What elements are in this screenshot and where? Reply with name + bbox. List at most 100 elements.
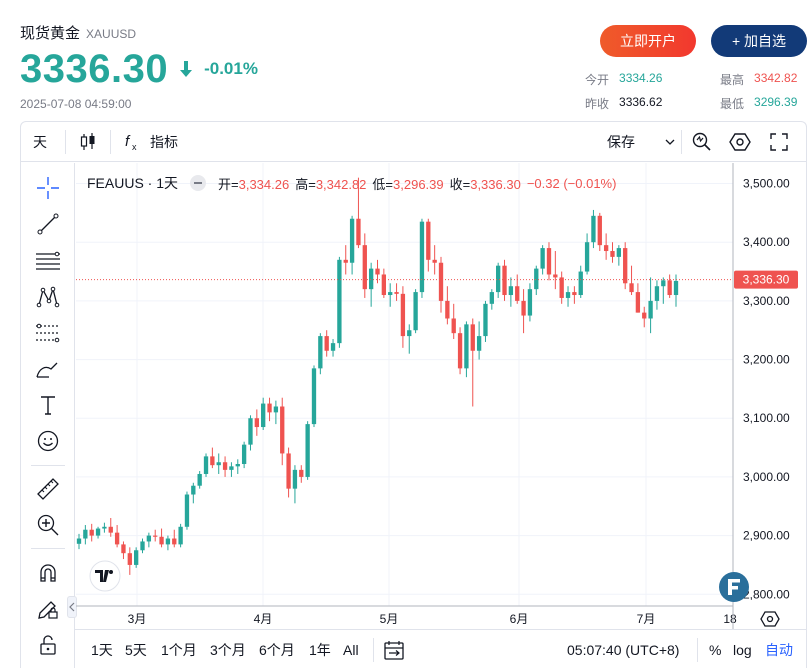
range-1d[interactable]: 1天	[91, 642, 113, 658]
stat-open-label: 今开	[585, 73, 610, 87]
candlestick-chart[interactable]: 3,500.00 3,400.00 3,300.00 3,200.00 3,100.00…	[76, 163, 807, 629]
range-5d[interactable]: 5天	[125, 642, 147, 658]
candle-body	[610, 251, 615, 257]
tools-divider	[31, 465, 65, 466]
range-3m[interactable]: 3个月	[210, 642, 246, 658]
chart-widget: 天 f x 指标 保存	[20, 121, 807, 668]
candle-body	[102, 526, 107, 529]
brush-icon[interactable]	[35, 356, 61, 382]
candle-body	[451, 318, 456, 334]
trend-line-icon[interactable]	[35, 211, 61, 237]
date-range-icon[interactable]	[383, 630, 405, 668]
instrument-name: 现货黄金	[20, 25, 81, 42]
fibonacci-icon[interactable]	[35, 320, 61, 346]
tradingview-logo-dot	[109, 570, 113, 574]
magnet-icon[interactable]	[35, 560, 61, 586]
legend-collapse-icon[interactable]	[190, 175, 207, 191]
candle-body	[184, 494, 190, 527]
percent-scale-toggle[interactable]: %	[709, 642, 722, 658]
candle-body	[261, 403, 266, 428]
lock-drawing-pencil-icon[interactable]	[35, 596, 61, 622]
indicators-button[interactable]: f x 指标	[124, 122, 178, 162]
candle-body	[121, 544, 126, 554]
save-label: 保存	[607, 134, 635, 150]
candle-body	[159, 536, 164, 545]
interval-selector[interactable]: 天	[33, 134, 47, 150]
candle-body	[248, 418, 253, 445]
y-tick-label: 3,300.00	[743, 294, 790, 308]
pattern-icon[interactable]	[35, 284, 61, 310]
candle-body	[540, 248, 545, 269]
crosshair-icon[interactable]	[35, 175, 61, 201]
range-all[interactable]: All	[343, 642, 359, 658]
chevron-left-icon	[69, 602, 75, 612]
candle-body	[553, 274, 558, 278]
log-scale-toggle[interactable]: log	[733, 642, 752, 658]
stat-high: 最高 3342.82	[720, 71, 797, 88]
candle-body	[76, 538, 82, 544]
settings-hexagon-icon[interactable]	[729, 122, 751, 162]
range-1m[interactable]: 1个月	[161, 642, 197, 658]
candle-body	[673, 280, 679, 296]
candle-body	[515, 286, 520, 301]
range-1y[interactable]: 1年	[309, 642, 331, 658]
legend-high: 高=3,342.82	[295, 176, 367, 192]
range-6m[interactable]: 6个月	[259, 642, 295, 658]
x-tick-label: 7月	[637, 612, 656, 626]
candle-body	[527, 289, 533, 316]
candle-body	[591, 215, 596, 243]
candle-body	[572, 292, 577, 296]
add-watchlist-button[interactable]: + 加自选	[711, 25, 807, 57]
y-tick-label: 2,900.00	[743, 529, 790, 543]
horizontal-lines-icon[interactable]	[35, 248, 61, 274]
toolbar-collapse-handle[interactable]	[67, 596, 77, 618]
candle-body	[368, 268, 374, 290]
stat-open: 今开 3334.26	[585, 71, 662, 88]
axis-settings-icon-center	[766, 615, 774, 623]
x-tick-label: 3月	[128, 612, 147, 626]
candles-style-icon[interactable]	[79, 122, 97, 162]
auto-scale-toggle[interactable]: 自动	[765, 642, 793, 658]
candle-body	[635, 292, 641, 313]
stat-low-value: 3296.39	[754, 95, 798, 109]
legend-change: −0.32 (−0.01%)	[526, 175, 617, 191]
fullscreen-icon[interactable]	[769, 122, 789, 162]
quick-search-icon[interactable]	[691, 122, 713, 162]
legend-low: 低=3,296.39	[372, 176, 444, 192]
candle-body	[127, 553, 132, 565]
candle-body	[559, 277, 564, 298]
save-button[interactable]: 保存	[607, 122, 675, 162]
emoji-icon[interactable]	[35, 428, 61, 454]
x-tick-label: 6月	[510, 612, 529, 626]
toolbar-divider	[681, 130, 682, 154]
candle-body	[241, 444, 247, 465]
stat-high-label: 最高	[720, 73, 745, 87]
clock-timezone[interactable]: 05:07:40 (UTC+8)	[567, 642, 680, 658]
candle-body	[496, 265, 501, 293]
candle-body	[400, 293, 406, 337]
candle-body	[140, 541, 145, 551]
lock-icon[interactable]	[35, 632, 61, 658]
y-tick-label: 3,500.00	[743, 177, 790, 191]
candle-body	[616, 248, 621, 257]
candle-body	[629, 283, 634, 293]
tradingview-logo-mark	[95, 570, 109, 582]
ruler-icon[interactable]	[35, 476, 61, 502]
instrument-title-row: 现货黄金 XAUUSD	[20, 22, 136, 43]
candle-body	[311, 368, 317, 425]
candle-body	[667, 280, 672, 296]
open-account-button[interactable]: 立即开户	[600, 25, 696, 57]
candle-body	[172, 538, 177, 545]
text-tool-icon[interactable]	[35, 392, 61, 418]
candle-body	[388, 292, 393, 296]
zoom-in-icon[interactable]	[35, 512, 61, 538]
candle-body	[508, 286, 514, 296]
stat-open-value: 3334.26	[619, 71, 663, 85]
candle-body	[470, 324, 475, 351]
stat-prev-close-label: 昨收	[585, 97, 610, 111]
candle-body	[286, 453, 291, 489]
y-tick-label: 2,800.00	[743, 587, 790, 601]
candle-body	[457, 333, 463, 369]
candle-body	[432, 259, 437, 263]
candle-body	[661, 280, 666, 287]
